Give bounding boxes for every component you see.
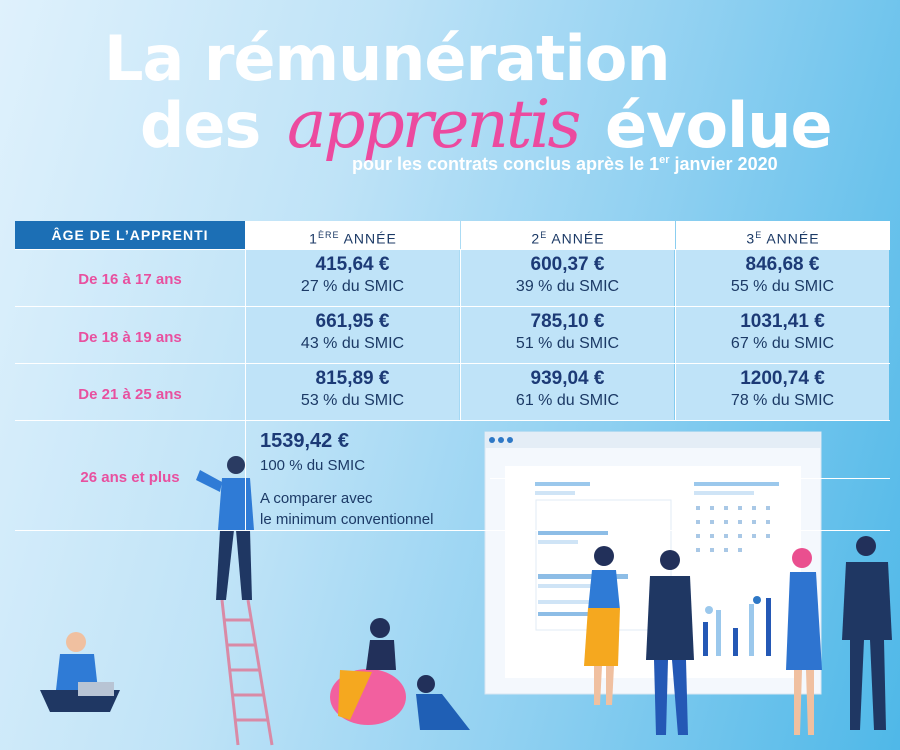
smic-percent: 55 % du SMIC: [730, 278, 835, 295]
salary-cell: 815,89 € 53 % du SMIC: [246, 364, 459, 420]
salary-cell: 846,68 € 55 % du SMIC: [676, 250, 889, 306]
salary-amount: 1200,74 €: [740, 368, 825, 389]
smic-percent: 100 % du SMIC: [260, 457, 366, 474]
ladder-illustration: [220, 599, 274, 746]
row-age-label: De 16 à 17 ans: [78, 271, 182, 288]
salary-cell: 1031,41 € 67 % du SMIC: [676, 307, 889, 363]
subtitle-sup: er: [659, 154, 670, 166]
row-divider: [15, 420, 890, 421]
comparison-note-line-2: le minimum conventionnel: [260, 511, 434, 528]
title-word-des: des: [140, 89, 261, 162]
year-1-label: ANNÉE: [339, 230, 397, 247]
smic-percent: 61 % du SMIC: [515, 392, 620, 409]
age-column-header: ÂGE DE L’APPRENTI: [15, 221, 245, 249]
title-word-evolue: évolue: [605, 89, 832, 162]
salary-amount: 815,89 €: [315, 368, 390, 389]
title-word-apprentis: apprentis: [286, 86, 581, 163]
subtitle-text-start: pour les contrats conclus après le 1: [352, 154, 660, 174]
year-3-num: 3: [746, 230, 756, 247]
salary-cell: 939,04 € 61 % du SMIC: [461, 364, 674, 420]
smic-percent: 39 % du SMIC: [515, 278, 620, 295]
salary-cell: 415,64 € 27 % du SMIC: [246, 250, 459, 306]
year-1-sup: ÈRE: [317, 230, 340, 240]
year-3-label: ANNÉE: [762, 230, 820, 247]
salary-amount: 1031,41 €: [740, 311, 825, 332]
salary-amount: 661,95 €: [315, 311, 390, 332]
year-2-label: ANNÉE: [547, 230, 605, 247]
smic-percent: 51 % du SMIC: [515, 335, 620, 352]
salary-amount: 785,10 €: [530, 311, 605, 332]
smic-percent: 43 % du SMIC: [300, 335, 405, 352]
row-divider: [15, 249, 890, 250]
comparison-note-line-1: A comparer avec: [260, 490, 373, 507]
row-divider: [490, 478, 890, 479]
row-divider: [15, 363, 890, 364]
year-2-header: 2E ANNÉE: [461, 221, 675, 249]
year-1-header: 1ÈRE ANNÉE: [246, 221, 460, 249]
title-line-2: des apprentis évolue: [140, 92, 832, 158]
salary-amount: 1539,42 €: [260, 430, 349, 452]
people-illustration: [40, 456, 892, 735]
row-age-label: De 21 à 25 ans: [78, 386, 182, 403]
salary-amount: 846,68 €: [745, 254, 820, 275]
salary-amount: 600,37 €: [530, 254, 605, 275]
year-2-sup: E: [540, 230, 548, 240]
salary-cell: 661,95 € 43 % du SMIC: [246, 307, 459, 363]
salary-amount: 415,64 €: [315, 254, 390, 275]
comparison-note: A comparer avec le minimum conventionnel: [260, 488, 490, 530]
row-divider: [15, 530, 890, 531]
subtitle: pour les contrats conclus après le 1er j…: [352, 154, 778, 175]
smic-percent: 53 % du SMIC: [300, 392, 405, 409]
smic-percent: 67 % du SMIC: [730, 335, 835, 352]
year-1-num: 1: [309, 230, 318, 247]
row-age-label: De 18 à 19 ans: [78, 329, 182, 346]
row-divider: [15, 306, 890, 307]
salary-cell: 785,10 € 51 % du SMIC: [461, 307, 674, 363]
smic-percent: 78 % du SMIC: [730, 392, 835, 409]
title-line-1: La rémunération: [104, 22, 671, 95]
year-2-num: 2: [531, 230, 541, 247]
smic-percent: 27 % du SMIC: [300, 278, 405, 295]
salary-cell: 600,37 € 39 % du SMIC: [461, 250, 674, 306]
bar-chart-illustration: [703, 596, 771, 656]
year-3-sup: E: [755, 230, 763, 240]
column-divider: [245, 221, 246, 530]
column-divider: [675, 249, 676, 420]
row-age-label: 26 ans et plus: [80, 469, 180, 486]
column-divider: [460, 249, 461, 420]
salary-amount: 939,04 €: [530, 368, 605, 389]
subtitle-text-end: janvier 2020: [669, 154, 778, 174]
salary-cell: 1200,74 € 78 % du SMIC: [676, 364, 889, 420]
year-3-header: 3E ANNÉE: [676, 221, 890, 249]
